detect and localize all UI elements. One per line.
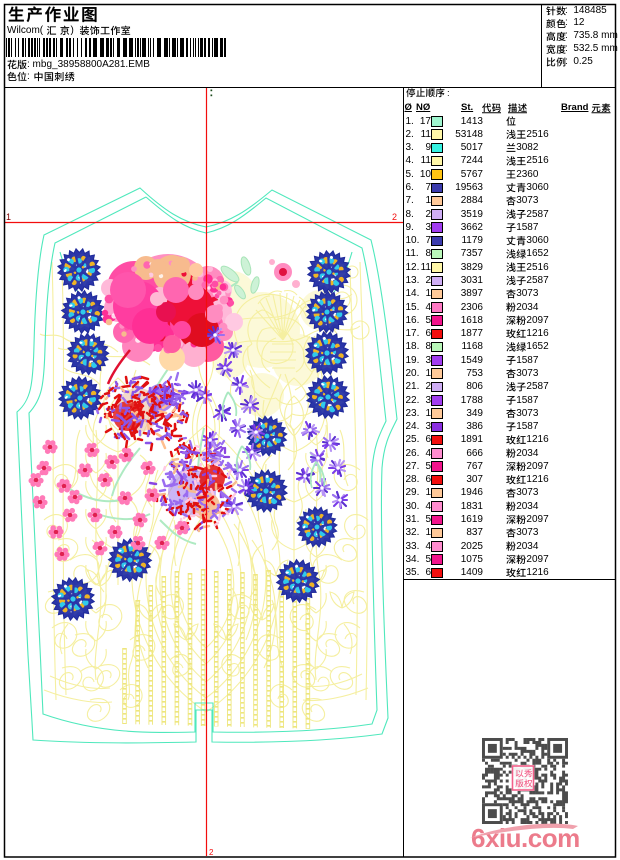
svg-text:2: 2	[392, 212, 397, 222]
svg-text:2: 2	[209, 848, 214, 857]
svg-text:1: 1	[6, 212, 11, 222]
